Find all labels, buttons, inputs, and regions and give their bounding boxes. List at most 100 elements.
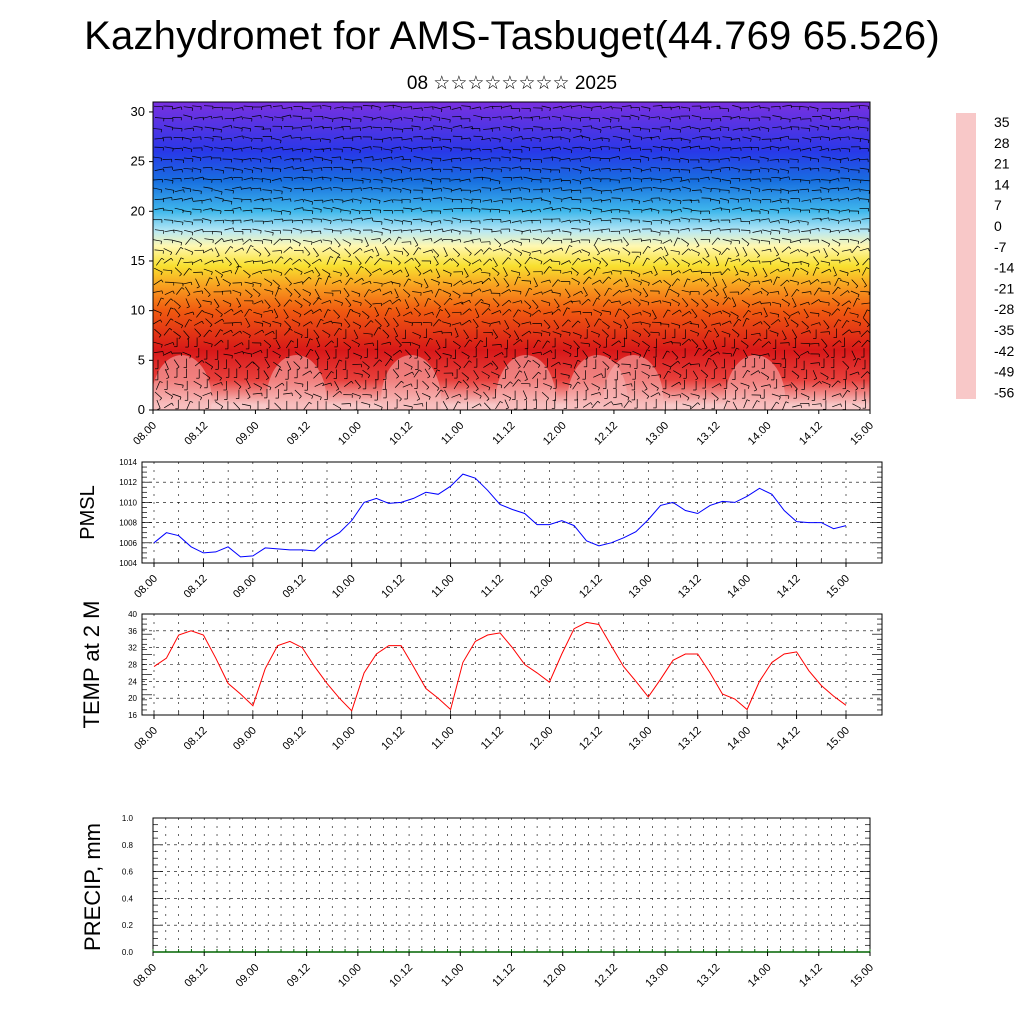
wind-barb-shaft	[810, 249, 819, 254]
wind-barb-flag	[500, 401, 503, 404]
wind-barb-flag	[311, 395, 314, 399]
wind-barb-flag	[579, 240, 581, 244]
wind-barb-shaft	[246, 245, 252, 254]
wind-barb-shaft	[861, 339, 868, 348]
wind-barb-shaft	[214, 168, 224, 171]
wind-barb-flag	[199, 244, 202, 248]
wind-barb-shaft	[722, 136, 732, 139]
wind-barb-flag	[668, 285, 671, 289]
wind-barb-shaft	[862, 258, 869, 266]
wind-barb-flag	[241, 116, 243, 120]
wind-barb-flag	[390, 119, 392, 123]
wind-barb-flag	[409, 190, 412, 194]
wind-barb-flag	[361, 278, 364, 281]
wind-barb-flag	[318, 297, 322, 301]
wind-barb-flag	[748, 283, 751, 287]
wind-barb-flag	[685, 304, 689, 308]
wind-barb-shaft	[600, 248, 609, 253]
wind-barb-shaft	[704, 330, 710, 339]
wind-barb-shaft	[334, 126, 344, 129]
wind-barb-shaft	[503, 277, 510, 286]
wind-barb-shaft	[809, 106, 819, 109]
wind-barb-flag	[247, 396, 251, 400]
wind-barb-shaft	[782, 401, 787, 410]
wind-barb-flag	[292, 166, 294, 170]
wind-barb-flag	[192, 311, 195, 316]
wind-barb-shaft	[373, 327, 379, 336]
wind-barb-flag	[479, 395, 482, 399]
wind-barb-flag	[369, 274, 372, 277]
wind-barb-shaft	[761, 372, 769, 378]
wind-barb-flag	[729, 320, 732, 324]
wind-barb-flag	[370, 320, 374, 323]
wind-barb-shaft	[652, 178, 662, 180]
wind-barb-shaft	[601, 321, 610, 327]
wind-barb-shaft	[463, 239, 473, 243]
wind-barb-flag	[490, 199, 493, 203]
wind-barb-shaft	[243, 219, 253, 222]
wind-barb-shaft	[760, 106, 770, 109]
wind-barb-flag	[271, 260, 274, 264]
wind-barb-shaft	[253, 137, 263, 140]
wind-barb-shaft	[670, 218, 680, 221]
wind-barb-flag	[639, 354, 642, 358]
wind-barb-flag	[689, 188, 691, 192]
wind-barb-shaft	[762, 188, 772, 191]
wind-barb-flag	[201, 321, 204, 325]
wind-barb-shaft	[669, 229, 679, 231]
wind-barb-shaft	[253, 248, 262, 255]
wind-barb-shaft	[623, 319, 629, 328]
wind-barb-shaft	[523, 176, 533, 180]
wind-barb-shaft	[483, 105, 493, 109]
wind-barb-flag	[391, 269, 394, 273]
wind-barb-flag	[250, 354, 253, 358]
wind-barb-flag	[504, 274, 508, 278]
wind-barb-flag	[738, 169, 740, 173]
wind-barb-flag	[779, 396, 781, 400]
wind-barb-flag	[399, 283, 401, 287]
wind-barb-flag	[418, 313, 421, 317]
wind-barb-shaft	[572, 146, 582, 149]
wind-barb-shaft	[222, 278, 231, 284]
wind-barb-shaft	[860, 290, 870, 293]
wind-barb-shaft	[302, 107, 312, 110]
wind-barb-flag	[668, 288, 672, 291]
wind-barb-flag	[537, 339, 541, 342]
wind-barb-shaft	[302, 169, 312, 171]
wind-barb-shaft	[731, 217, 741, 221]
wind-barb-shaft	[692, 270, 702, 273]
wind-barb-flag	[639, 334, 642, 338]
wind-barb-shaft	[523, 360, 529, 369]
wind-barb-flag	[498, 244, 502, 248]
wind-barb-flag	[688, 338, 692, 342]
wind-barb-flag	[319, 371, 323, 375]
wind-barb-shaft	[670, 187, 680, 191]
wind-barb-flag	[320, 318, 324, 321]
wind-barb-shaft	[631, 270, 641, 275]
wind-barb-flag	[528, 360, 531, 363]
wind-barb-shaft	[851, 381, 859, 389]
wind-barb-shaft	[800, 330, 810, 334]
wind-barb-shaft	[294, 167, 304, 170]
wind-barb-flag	[570, 271, 573, 275]
wind-barb-flag	[499, 139, 501, 143]
wind-barb-flag	[157, 408, 161, 410]
wind-barb-flag	[569, 220, 571, 224]
wind-barb-shaft	[402, 383, 412, 388]
wind-barb-shaft	[602, 271, 612, 274]
wind-barb-shaft	[739, 107, 749, 109]
wind-barb-flag	[370, 256, 374, 259]
wind-barb-shaft	[661, 219, 671, 222]
wind-barb-flag	[211, 208, 213, 212]
wind-barb-shaft	[332, 270, 342, 274]
wind-barb-flag	[183, 189, 185, 193]
wind-barb-shaft	[799, 350, 809, 356]
wind-barb-shaft	[671, 298, 680, 304]
wind-barb-flag	[488, 277, 492, 281]
wind-barb-shaft	[264, 230, 274, 233]
wind-barb-flag	[259, 387, 263, 391]
wind-barb-shaft	[780, 228, 790, 231]
wind-barb-flag	[857, 241, 860, 245]
wind-barb-shaft	[592, 137, 602, 141]
wind-barb-shaft	[834, 277, 839, 287]
